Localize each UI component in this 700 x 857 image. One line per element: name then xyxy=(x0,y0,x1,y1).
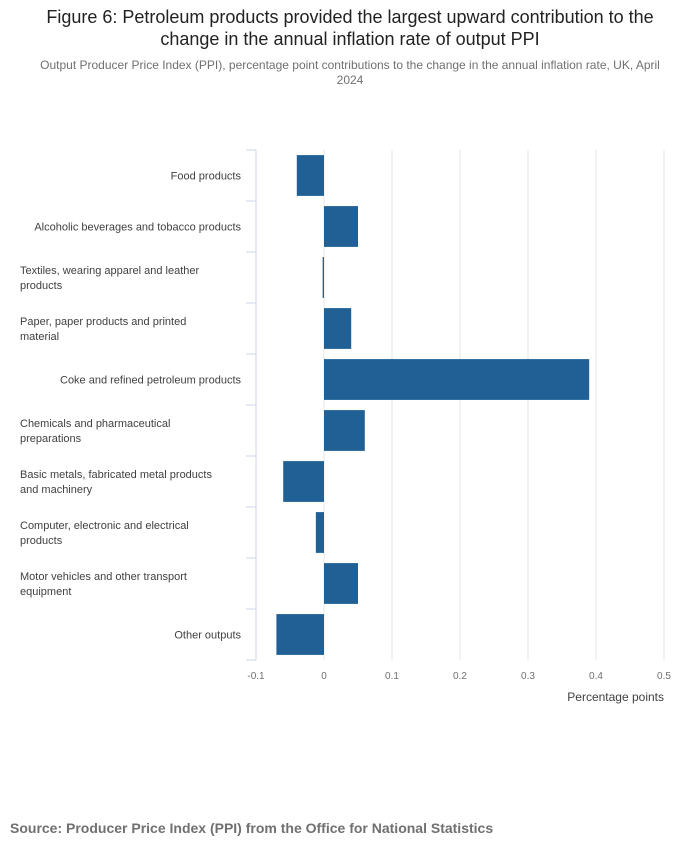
bar xyxy=(324,206,358,247)
x-tick-label: -0.1 xyxy=(247,671,265,682)
bar xyxy=(283,461,324,502)
bar-chart: Food products Alcoholic beverages and tob… xyxy=(20,149,671,704)
chart-subtitle: Output Producer Price Index (PPI), perce… xyxy=(40,58,660,87)
bar xyxy=(324,410,365,451)
x-tick-label: 0.5 xyxy=(657,671,671,682)
x-tick-label: 0 xyxy=(321,671,327,682)
category-labels: Food products Alcoholic beverages and tob… xyxy=(20,171,241,642)
category-label-line: Computer, electronic and electrical xyxy=(20,520,189,532)
category-label: Coke and refined petroleum products xyxy=(60,375,241,387)
source-note: Source: Producer Price Index (PPI) from … xyxy=(10,820,494,836)
bar xyxy=(322,257,324,298)
bar xyxy=(296,155,324,196)
category-label-line: products xyxy=(20,535,63,547)
bar xyxy=(315,512,324,553)
bar xyxy=(324,563,358,604)
category-label-line: Basic metals, fabricated metal products xyxy=(20,469,212,481)
category-label-line: Motor vehicles and other transport xyxy=(20,571,187,583)
category-label-line: products xyxy=(20,280,63,292)
bar xyxy=(276,614,324,655)
x-tick-labels: -0.1 0 0.1 0.2 0.3 0.4 0.5 xyxy=(247,671,671,682)
category-label: Other outputs xyxy=(174,630,241,642)
category-label: Food products xyxy=(171,171,242,183)
x-tick-label: 0.1 xyxy=(385,671,399,682)
y-axis-ticks xyxy=(246,149,256,661)
category-label-line: Textiles, wearing apparel and leather xyxy=(20,265,200,277)
grid-lines xyxy=(323,150,665,660)
category-label-line: material xyxy=(20,331,59,343)
x-tick-label: 0.2 xyxy=(453,671,467,682)
bar xyxy=(324,359,590,400)
x-tick-label: 0.3 xyxy=(521,671,535,682)
category-label-line: preparations xyxy=(20,433,82,445)
x-axis-title: Percentage points xyxy=(567,690,664,704)
category-label-line: Paper, paper products and printed xyxy=(20,316,186,328)
category-label-line: equipment xyxy=(20,586,71,598)
x-tick-label: 0.4 xyxy=(589,671,603,682)
category-label-line: and machinery xyxy=(20,484,93,496)
bars xyxy=(276,155,590,655)
category-label: Alcoholic beverages and tobacco products xyxy=(34,222,241,234)
category-label-line: Chemicals and pharmaceutical xyxy=(20,418,170,430)
chart-title: Figure 6: Petroleum products provided th… xyxy=(46,7,654,49)
bar xyxy=(324,308,352,349)
